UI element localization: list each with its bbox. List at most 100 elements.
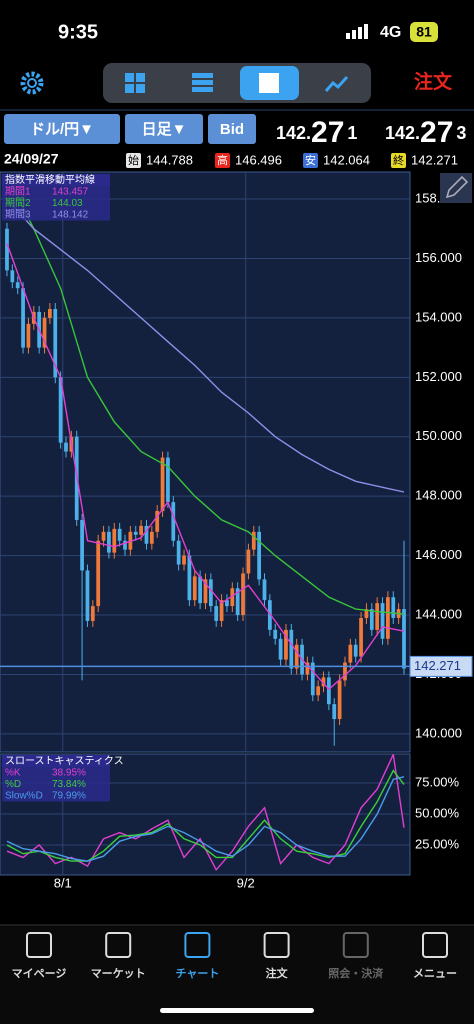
- candle-body: [235, 588, 240, 616]
- summary-value: 144.788: [146, 152, 193, 167]
- stoch-line: [6, 776, 405, 862]
- legend-name: %K: [5, 768, 21, 779]
- candle-body: [96, 540, 101, 607]
- candle-body: [380, 603, 385, 639]
- y-tick-label: 148.000: [415, 488, 462, 503]
- battery-level: 81: [416, 24, 432, 40]
- candle-body: [305, 662, 310, 675]
- legend-title-bg: [2, 755, 110, 767]
- x-tick-label: 9/2: [237, 875, 255, 890]
- candle-body: [85, 570, 90, 621]
- signal-icon: [346, 24, 368, 39]
- legend-row-bg: [2, 209, 110, 221]
- candle-body: [225, 600, 229, 607]
- y-tick-label: 75.00%: [415, 774, 460, 789]
- candle-body: [386, 597, 390, 639]
- candle-body: [144, 525, 149, 544]
- candle-body: [364, 609, 369, 618]
- legend-value: 73.84%: [52, 779, 86, 790]
- summary-value: 146.496: [235, 152, 282, 167]
- timeframe-button[interactable]: [125, 114, 203, 144]
- candle-body: [257, 531, 262, 580]
- candle-body: [112, 528, 117, 553]
- candle-body: [278, 638, 283, 660]
- candle-body: [15, 282, 20, 289]
- candle-body: [21, 288, 25, 348]
- pair-button[interactable]: [4, 114, 120, 144]
- view-switcher: [103, 63, 371, 103]
- candle-body: [171, 502, 176, 541]
- tab-icon: [342, 932, 369, 958]
- candle-body: [198, 576, 202, 604]
- candle-body: [160, 457, 165, 512]
- candle-body: [192, 576, 197, 601]
- list-view[interactable]: [192, 73, 213, 92]
- tab-bar: [0, 925, 474, 1024]
- candle-body: [262, 579, 267, 601]
- summary-badge: [391, 153, 406, 168]
- candle-body: [26, 323, 31, 348]
- legend-name: %D: [5, 779, 21, 790]
- tab-label: メニュー: [413, 968, 457, 980]
- legend-name: 期間3: [5, 209, 31, 221]
- y-tick-label: 144.000: [415, 606, 462, 621]
- summary-label: 始: [128, 153, 139, 167]
- battery: [410, 22, 438, 42]
- ma-line: [6, 243, 405, 691]
- candle-body: [214, 606, 219, 621]
- tab-label: チャート: [175, 967, 219, 980]
- last-price-label: 142.271: [414, 658, 461, 673]
- candle-body: [176, 540, 181, 565]
- legend-value: 38.95%: [52, 768, 86, 779]
- candle-body: [369, 609, 374, 630]
- y-tick-label: 156.000: [415, 250, 462, 265]
- candle-body: [219, 600, 224, 621]
- candle-body: [5, 228, 9, 271]
- y-tick-label: 154.000: [415, 309, 462, 324]
- candle-body: [139, 525, 143, 535]
- single-view-icon: [259, 73, 279, 93]
- ask-price: 142.27 3: [385, 116, 466, 149]
- draw-tool[interactable]: [440, 173, 472, 203]
- stoch-line: [6, 769, 405, 862]
- legend-name: 期間1: [5, 186, 31, 198]
- candle-body: [48, 308, 52, 318]
- trend-view[interactable]: [324, 75, 349, 92]
- candle-body: [332, 704, 337, 720]
- legend-row-bg: [2, 186, 110, 198]
- legend-title: スローストキャスティクス: [5, 755, 124, 767]
- legend-name: Slow%D: [5, 791, 43, 802]
- tab-icon: [422, 932, 448, 958]
- summary-badge: [303, 153, 318, 168]
- candle-body: [182, 555, 186, 565]
- summary-label: 安: [305, 153, 316, 167]
- candle-body: [348, 644, 353, 663]
- order-button[interactable]: 注文: [414, 70, 453, 93]
- candle-body: [337, 680, 342, 720]
- candle-body: [155, 511, 160, 532]
- clock: 9:35: [58, 21, 98, 43]
- candle-body: [133, 531, 138, 535]
- candle-body: [294, 644, 299, 669]
- candle-body: [42, 317, 47, 348]
- candle-body: [90, 606, 95, 621]
- legend-value: 79.99%: [52, 791, 86, 802]
- pair-label: ドル/円▼: [30, 121, 94, 138]
- y-tick-label: 25.00%: [415, 836, 460, 851]
- candle-body: [107, 531, 111, 553]
- tab-label: 照会・決済: [328, 966, 384, 980]
- candle-body: [284, 629, 288, 660]
- candle-body: [10, 270, 15, 283]
- candle-body: [327, 677, 331, 705]
- main-chart: [0, 171, 411, 753]
- side-button[interactable]: [208, 114, 256, 144]
- grid-view[interactable]: [125, 73, 145, 93]
- settings-button[interactable]: [20, 71, 44, 95]
- tab-icon: [184, 932, 211, 958]
- timeframe-label: 日足▼: [142, 121, 187, 138]
- candle-body: [166, 457, 170, 503]
- candle-body: [359, 617, 363, 657]
- summary-label: 高: [217, 153, 228, 167]
- candle-body: [375, 603, 380, 630]
